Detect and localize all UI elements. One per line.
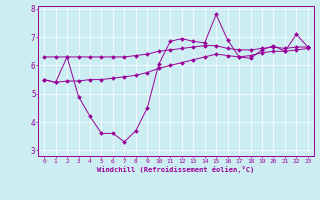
X-axis label: Windchill (Refroidissement éolien,°C): Windchill (Refroidissement éolien,°C) [97,166,255,173]
